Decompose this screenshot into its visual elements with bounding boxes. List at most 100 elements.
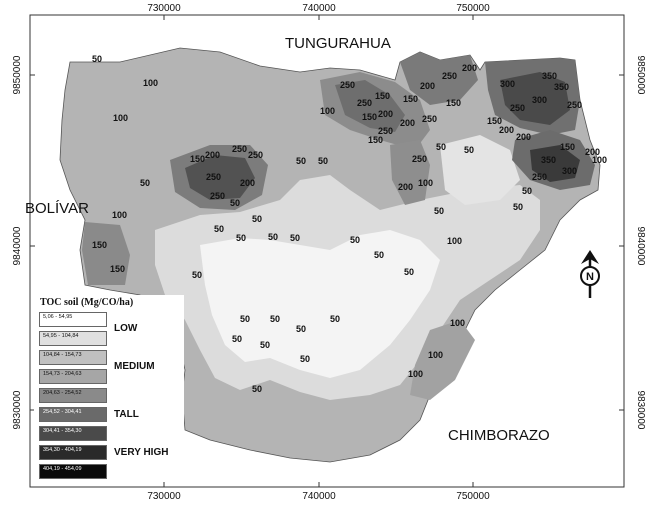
left-tick-9850000: 9850000 [12, 55, 23, 94]
contour-label: 150 [110, 264, 125, 274]
contour-label: 150 [362, 112, 377, 122]
right-tick-9850000: 9850000 [635, 56, 646, 95]
contour-label: 250 [412, 154, 427, 164]
contour-label: 50 [230, 198, 240, 208]
contour-label: 50 [268, 232, 278, 242]
contour-label: 250 [357, 98, 372, 108]
contour-label: 100 [112, 210, 127, 220]
contour-label: 150 [375, 91, 390, 101]
contour-label: 350 [554, 82, 569, 92]
contour-label: 50 [236, 233, 246, 243]
legend-class-very-high: VERY HIGH [114, 447, 169, 458]
legend-range-4: 154,73 - 204,63 [43, 371, 82, 377]
contour-label: 50 [252, 214, 262, 224]
contour-label: 250 [340, 80, 355, 90]
contour-label: 300 [562, 166, 577, 176]
contour-label: 250 [442, 71, 457, 81]
contour-label: 250 [232, 144, 247, 154]
contour-label: 50 [214, 224, 224, 234]
right-tick-9830000: 9830000 [635, 391, 646, 430]
legend-title: TOC soil (Mg/CO/ha) [40, 297, 134, 308]
contour-label: 200 [462, 63, 477, 73]
right-tick-9840000: 9840000 [635, 227, 646, 266]
top-tick-740000: 740000 [302, 3, 336, 14]
contour-label: 150 [446, 98, 461, 108]
contour-label: 250 [510, 103, 525, 113]
top-tick-750000: 750000 [456, 3, 490, 14]
contour-label: 50 [350, 235, 360, 245]
zone-high-north-inner [335, 80, 405, 132]
legend-range-7: 304,41 - 354,30 [43, 428, 82, 434]
contour-label: 250 [206, 172, 221, 182]
legend-range-5: 204,63 - 254,52 [43, 390, 82, 396]
legend-swatch-8: 354,30 - 404,19 [39, 445, 107, 460]
contour-label: 100 [113, 113, 128, 123]
contour-label: 50 [318, 156, 328, 166]
contour-label: 50 [374, 250, 384, 260]
contour-label: 300 [500, 79, 515, 89]
contour-labels: 50 100 100 50 100 150 150 150 200 250 25… [92, 54, 607, 394]
region-label-chimborazo: CHIMBORAZO [448, 427, 550, 444]
contour-label: 50 [522, 186, 532, 196]
left-tick-9830000: 9830000 [12, 390, 23, 429]
contour-label: 100 [408, 369, 423, 379]
zone-high-north-tip [400, 52, 478, 105]
contour-label: 50 [436, 142, 446, 152]
zone-high-center-north [390, 140, 430, 205]
contour-label: 200 [400, 118, 415, 128]
contour-label: 50 [296, 156, 306, 166]
contour-label: 150 [92, 240, 107, 250]
legend-range-6: 254,52 - 304,41 [43, 409, 82, 415]
contour-label: 100 [428, 350, 443, 360]
legend-swatch-4: 154,73 - 204,63 [39, 369, 107, 384]
zone-veryhigh-east [530, 145, 580, 182]
zone-low-east [440, 135, 520, 205]
left-tick-9840000: 9840000 [12, 226, 23, 265]
contour-label: 50 [240, 314, 250, 324]
contour-label: 100 [320, 106, 335, 116]
zone-medium-southeast [410, 320, 475, 400]
contour-label: 250 [532, 172, 547, 182]
contour-label: 50 [300, 354, 310, 364]
contour-label: 50 [464, 145, 474, 155]
contour-label: 100 [450, 318, 465, 328]
contour-label: 100 [143, 78, 158, 88]
legend-class-low: LOW [114, 323, 138, 334]
contour-label: 300 [532, 95, 547, 105]
contour-label: 250 [567, 100, 582, 110]
contour-label: 50 [296, 324, 306, 334]
legend-swatch-3: 104,84 - 154,73 [39, 350, 107, 365]
tick-marks [30, 15, 624, 487]
contour-label: 150 [190, 154, 205, 164]
contour-label: 50 [404, 267, 414, 277]
contour-label: 50 [140, 178, 150, 188]
bottom-tick-730000: 730000 [147, 491, 181, 502]
contour-label: 150 [403, 94, 418, 104]
contour-label: 250 [422, 114, 437, 124]
region-label-bolivar: BOLÍVAR [25, 200, 89, 217]
contour-label: 50 [92, 54, 102, 64]
bottom-tick-740000: 740000 [302, 491, 336, 502]
legend-class-tall: TALL [114, 409, 139, 420]
contour-label: 200 [420, 81, 435, 91]
contour-label: 50 [434, 206, 444, 216]
zone-high-bolivar [82, 222, 130, 285]
contour-label: 250 [378, 126, 393, 136]
contour-label: 150 [487, 116, 502, 126]
legend-swatch-2: 54,95 - 104,84 [39, 331, 107, 346]
contour-label: 50 [513, 202, 523, 212]
legend-swatch-5: 204,63 - 254,52 [39, 388, 107, 403]
legend: TOC soil (Mg/CO/ha) 5,06 - 54,95 54,95 -… [34, 295, 184, 479]
north-arrow-icon: N [580, 250, 600, 298]
contour-label: 50 [232, 334, 242, 344]
legend-swatch-7: 304,41 - 354,30 [39, 426, 107, 441]
legend-range-3: 104,84 - 154,73 [43, 352, 82, 358]
contour-label: 200 [516, 132, 531, 142]
legend-range-2: 54,95 - 104,84 [43, 333, 79, 339]
contour-label: 50 [330, 314, 340, 324]
zone-veryhigh-northeast [500, 72, 570, 125]
contour-label: 200 [378, 109, 393, 119]
contour-label: 100 [418, 178, 433, 188]
contour-label: 150 [560, 142, 575, 152]
contour-label: 50 [192, 270, 202, 280]
